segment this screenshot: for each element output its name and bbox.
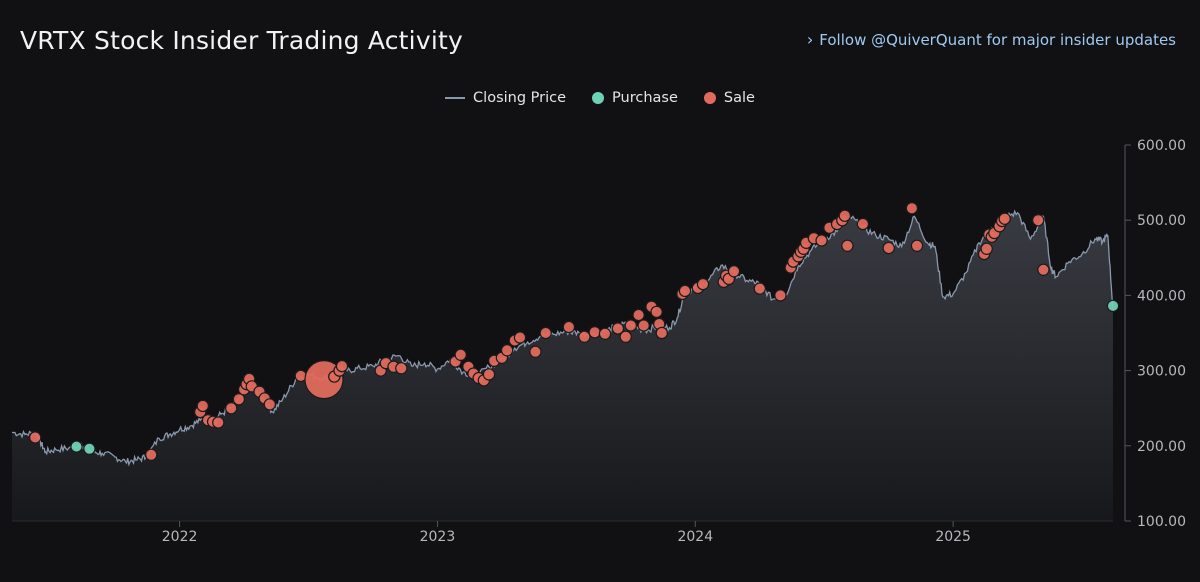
sale-marker[interactable] (637, 319, 650, 332)
sale-marker[interactable] (212, 416, 225, 429)
sale-marker[interactable] (1037, 263, 1050, 276)
sale-marker[interactable] (588, 326, 601, 339)
follow-quiver-link[interactable]: › Follow @QuiverQuant for major insider … (807, 31, 1176, 49)
sale-marker[interactable] (598, 327, 612, 340)
sale-marker[interactable] (753, 282, 767, 295)
x-tick-label: 2023 (420, 529, 456, 545)
legend-dot-purchase (592, 92, 605, 104)
legend-item-purchase[interactable]: Purchase (592, 90, 678, 106)
sale-marker[interactable] (841, 239, 854, 252)
legend-label-closing-price: Closing Price (473, 90, 567, 106)
sale-marker[interactable] (335, 359, 349, 373)
sale-marker[interactable] (815, 234, 828, 247)
sale-marker[interactable] (910, 239, 924, 252)
purchase-marker[interactable] (1106, 299, 1120, 313)
legend-item-sale[interactable]: Sale (703, 90, 755, 106)
sale-marker[interactable] (578, 330, 591, 343)
sale-marker[interactable] (696, 277, 710, 291)
sale-marker[interactable] (513, 331, 527, 344)
sale-marker[interactable] (998, 212, 1011, 225)
sale-marker[interactable] (632, 308, 645, 322)
sale-marker[interactable] (624, 319, 638, 332)
sale-marker[interactable] (144, 448, 158, 461)
y-tick-label: 500.00 (1137, 213, 1186, 229)
sale-marker[interactable] (482, 368, 496, 381)
page-title: VRTX Stock Insider Trading Activity (20, 26, 463, 55)
x-tick-label: 2025 (935, 529, 971, 545)
sale-marker[interactable] (1031, 213, 1045, 227)
legend-dot-sale (703, 92, 716, 104)
sale-marker[interactable] (650, 305, 663, 319)
chart-legend: Closing Price Purchase Sale (0, 90, 1200, 106)
sale-marker[interactable] (838, 209, 852, 222)
legend-label-sale: Sale (723, 90, 755, 106)
sale-marker[interactable] (856, 217, 870, 231)
sale-marker[interactable] (263, 398, 276, 411)
sale-marker[interactable] (905, 201, 919, 215)
follow-link-label: Follow @QuiverQuant for major insider up… (819, 31, 1176, 49)
y-tick-label: 300.00 (1137, 364, 1186, 380)
purchase-marker[interactable] (70, 440, 83, 453)
x-tick-label: 2022 (162, 529, 198, 545)
sale-marker[interactable] (529, 345, 542, 358)
sale-marker[interactable] (774, 289, 787, 302)
closing-price-line[interactable] (11, 209, 1114, 467)
sale-marker[interactable] (611, 322, 625, 335)
y-tick-label: 400.00 (1137, 288, 1186, 304)
y-tick-label: 600.00 (1137, 138, 1186, 154)
sale-marker[interactable] (562, 320, 576, 334)
x-tick-label: 2024 (677, 529, 713, 545)
purchase-marker[interactable] (83, 442, 96, 455)
y-tick-label: 200.00 (1137, 439, 1186, 455)
chevron-right-icon: › (806, 30, 814, 49)
price-area (12, 211, 1113, 521)
sale-marker[interactable] (619, 330, 632, 343)
y-tick-label: 100.00 (1137, 514, 1186, 530)
legend-label-purchase: Purchase (612, 90, 678, 106)
sale-marker[interactable] (29, 431, 42, 444)
sale-marker[interactable] (655, 326, 669, 340)
sale-marker[interactable] (196, 399, 209, 413)
sale-marker[interactable] (678, 284, 692, 298)
sale-marker[interactable] (232, 393, 246, 406)
sale-marker[interactable] (395, 362, 408, 375)
sale-marker[interactable] (539, 326, 552, 340)
legend-item-closing-price[interactable]: Closing Price (445, 90, 566, 106)
sale-marker[interactable] (980, 242, 993, 255)
sale-marker[interactable] (727, 265, 741, 278)
sale-marker[interactable] (882, 241, 895, 255)
legend-line-swatch (445, 97, 466, 99)
sale-marker[interactable] (454, 348, 467, 361)
sale-marker[interactable] (224, 402, 238, 415)
sale-marker[interactable] (500, 344, 514, 357)
